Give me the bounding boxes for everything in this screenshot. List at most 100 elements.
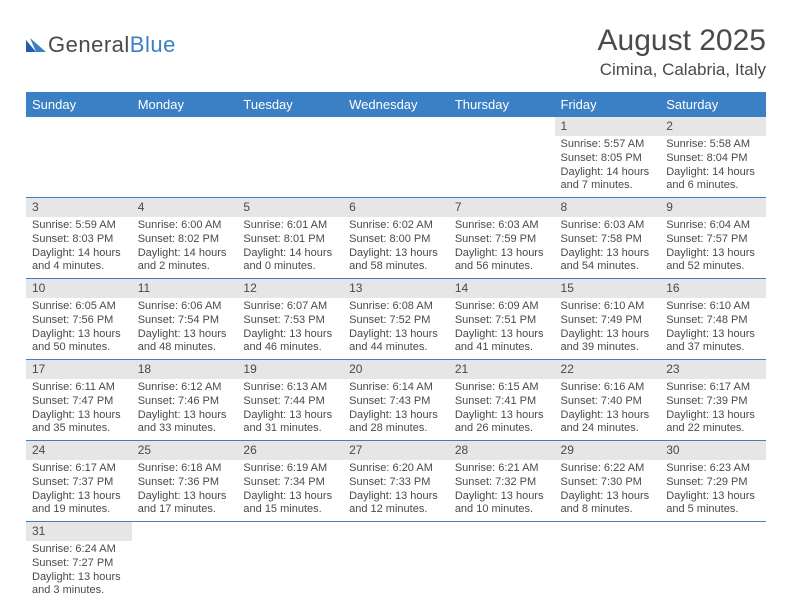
daylight-line2: and 37 minutes.	[666, 341, 760, 355]
sunrise: Sunrise: 6:19 AM	[243, 462, 337, 476]
day-number: 20	[343, 360, 449, 379]
calendar-cell-empty	[132, 117, 238, 198]
sunset: Sunset: 7:27 PM	[32, 557, 126, 571]
sunrise: Sunrise: 6:23 AM	[666, 462, 760, 476]
day-body: Sunrise: 6:13 AMSunset: 7:44 PMDaylight:…	[237, 379, 343, 440]
calendar-row: 10Sunrise: 6:05 AMSunset: 7:56 PMDayligh…	[26, 279, 766, 360]
logo-part2: Blue	[130, 32, 176, 57]
daylight-line2: and 6 minutes.	[666, 179, 760, 193]
day-body: Sunrise: 6:00 AMSunset: 8:02 PMDaylight:…	[132, 217, 238, 278]
calendar-cell: 12Sunrise: 6:07 AMSunset: 7:53 PMDayligh…	[237, 279, 343, 360]
calendar-cell: 26Sunrise: 6:19 AMSunset: 7:34 PMDayligh…	[237, 441, 343, 522]
daylight-line2: and 48 minutes.	[138, 341, 232, 355]
day-body: Sunrise: 5:58 AMSunset: 8:04 PMDaylight:…	[660, 136, 766, 197]
calendar-cell: 17Sunrise: 6:11 AMSunset: 7:47 PMDayligh…	[26, 360, 132, 441]
daylight-line2: and 41 minutes.	[455, 341, 549, 355]
daylight-line2: and 58 minutes.	[349, 260, 443, 274]
sunset: Sunset: 7:58 PM	[561, 233, 655, 247]
sunset: Sunset: 7:49 PM	[561, 314, 655, 328]
calendar-cell-empty	[449, 117, 555, 198]
calendar-cell: 15Sunrise: 6:10 AMSunset: 7:49 PMDayligh…	[555, 279, 661, 360]
day-number: 17	[26, 360, 132, 379]
calendar-cell-empty	[26, 117, 132, 198]
daylight-line2: and 8 minutes.	[561, 503, 655, 517]
day-number: 25	[132, 441, 238, 460]
sunset: Sunset: 8:04 PM	[666, 152, 760, 166]
calendar-row: 3Sunrise: 5:59 AMSunset: 8:03 PMDaylight…	[26, 198, 766, 279]
calendar-cell: 14Sunrise: 6:09 AMSunset: 7:51 PMDayligh…	[449, 279, 555, 360]
sunrise: Sunrise: 6:10 AM	[666, 300, 760, 314]
calendar-cell: 5Sunrise: 6:01 AMSunset: 8:01 PMDaylight…	[237, 198, 343, 279]
sunset: Sunset: 7:59 PM	[455, 233, 549, 247]
day-number: 29	[555, 441, 661, 460]
day-number: 27	[343, 441, 449, 460]
day-body: Sunrise: 6:14 AMSunset: 7:43 PMDaylight:…	[343, 379, 449, 440]
day-number: 22	[555, 360, 661, 379]
daylight-line1: Daylight: 13 hours	[455, 328, 549, 342]
day-number: 30	[660, 441, 766, 460]
sunrise: Sunrise: 5:58 AM	[666, 138, 760, 152]
calendar-cell: 29Sunrise: 6:22 AMSunset: 7:30 PMDayligh…	[555, 441, 661, 522]
daylight-line1: Daylight: 13 hours	[32, 409, 126, 423]
calendar-cell: 3Sunrise: 5:59 AMSunset: 8:03 PMDaylight…	[26, 198, 132, 279]
daylight-line1: Daylight: 13 hours	[666, 328, 760, 342]
calendar-cell: 7Sunrise: 6:03 AMSunset: 7:59 PMDaylight…	[449, 198, 555, 279]
day-body: Sunrise: 6:12 AMSunset: 7:46 PMDaylight:…	[132, 379, 238, 440]
day-number: 13	[343, 279, 449, 298]
daylight-line1: Daylight: 13 hours	[243, 409, 337, 423]
day-body: Sunrise: 6:08 AMSunset: 7:52 PMDaylight:…	[343, 298, 449, 359]
calendar-cell: 25Sunrise: 6:18 AMSunset: 7:36 PMDayligh…	[132, 441, 238, 522]
daylight-line2: and 56 minutes.	[455, 260, 549, 274]
sunrise: Sunrise: 6:22 AM	[561, 462, 655, 476]
sunset: Sunset: 7:51 PM	[455, 314, 549, 328]
calendar-row: 1Sunrise: 5:57 AMSunset: 8:05 PMDaylight…	[26, 117, 766, 198]
calendar-cell: 27Sunrise: 6:20 AMSunset: 7:33 PMDayligh…	[343, 441, 449, 522]
calendar: SundayMondayTuesdayWednesdayThursdayFrid…	[26, 92, 766, 602]
sunrise: Sunrise: 6:12 AM	[138, 381, 232, 395]
sunset: Sunset: 7:34 PM	[243, 476, 337, 490]
daylight-line1: Daylight: 13 hours	[32, 328, 126, 342]
location: Cimina, Calabria, Italy	[598, 60, 766, 80]
sunrise: Sunrise: 6:21 AM	[455, 462, 549, 476]
day-number: 15	[555, 279, 661, 298]
daylight-line2: and 52 minutes.	[666, 260, 760, 274]
calendar-cell-empty	[449, 522, 555, 603]
calendar-cell-empty	[343, 117, 449, 198]
daylight-line1: Daylight: 13 hours	[349, 328, 443, 342]
calendar-cell: 11Sunrise: 6:06 AMSunset: 7:54 PMDayligh…	[132, 279, 238, 360]
daylight-line1: Daylight: 13 hours	[561, 490, 655, 504]
calendar-cell-empty	[660, 522, 766, 603]
calendar-cell-empty	[555, 522, 661, 603]
calendar-cell: 9Sunrise: 6:04 AMSunset: 7:57 PMDaylight…	[660, 198, 766, 279]
daylight-line2: and 10 minutes.	[455, 503, 549, 517]
daylight-line2: and 17 minutes.	[138, 503, 232, 517]
sunset: Sunset: 7:40 PM	[561, 395, 655, 409]
day-body: Sunrise: 6:06 AMSunset: 7:54 PMDaylight:…	[132, 298, 238, 359]
calendar-cell: 2Sunrise: 5:58 AMSunset: 8:04 PMDaylight…	[660, 117, 766, 198]
daylight-line1: Daylight: 13 hours	[666, 409, 760, 423]
calendar-cell: 18Sunrise: 6:12 AMSunset: 7:46 PMDayligh…	[132, 360, 238, 441]
calendar-cell: 1Sunrise: 5:57 AMSunset: 8:05 PMDaylight…	[555, 117, 661, 198]
daylight-line2: and 4 minutes.	[32, 260, 126, 274]
calendar-cell: 6Sunrise: 6:02 AMSunset: 8:00 PMDaylight…	[343, 198, 449, 279]
day-body: Sunrise: 6:17 AMSunset: 7:37 PMDaylight:…	[26, 460, 132, 521]
sunrise: Sunrise: 6:24 AM	[32, 543, 126, 557]
daylight-line1: Daylight: 13 hours	[455, 490, 549, 504]
daylight-line1: Daylight: 13 hours	[561, 409, 655, 423]
daylight-line2: and 19 minutes.	[32, 503, 126, 517]
daylight-line1: Daylight: 13 hours	[138, 490, 232, 504]
daylight-line1: Daylight: 13 hours	[138, 328, 232, 342]
day-body: Sunrise: 6:04 AMSunset: 7:57 PMDaylight:…	[660, 217, 766, 278]
day-number: 3	[26, 198, 132, 217]
daylight-line2: and 35 minutes.	[32, 422, 126, 436]
daylight-line1: Daylight: 13 hours	[349, 247, 443, 261]
day-body: Sunrise: 5:59 AMSunset: 8:03 PMDaylight:…	[26, 217, 132, 278]
daylight-line1: Daylight: 14 hours	[561, 166, 655, 180]
calendar-cell: 8Sunrise: 6:03 AMSunset: 7:58 PMDaylight…	[555, 198, 661, 279]
daylight-line2: and 5 minutes.	[666, 503, 760, 517]
calendar-row: 24Sunrise: 6:17 AMSunset: 7:37 PMDayligh…	[26, 441, 766, 522]
sunrise: Sunrise: 6:05 AM	[32, 300, 126, 314]
day-body: Sunrise: 6:09 AMSunset: 7:51 PMDaylight:…	[449, 298, 555, 359]
daylight-line1: Daylight: 14 hours	[138, 247, 232, 261]
daylight-line1: Daylight: 13 hours	[455, 409, 549, 423]
